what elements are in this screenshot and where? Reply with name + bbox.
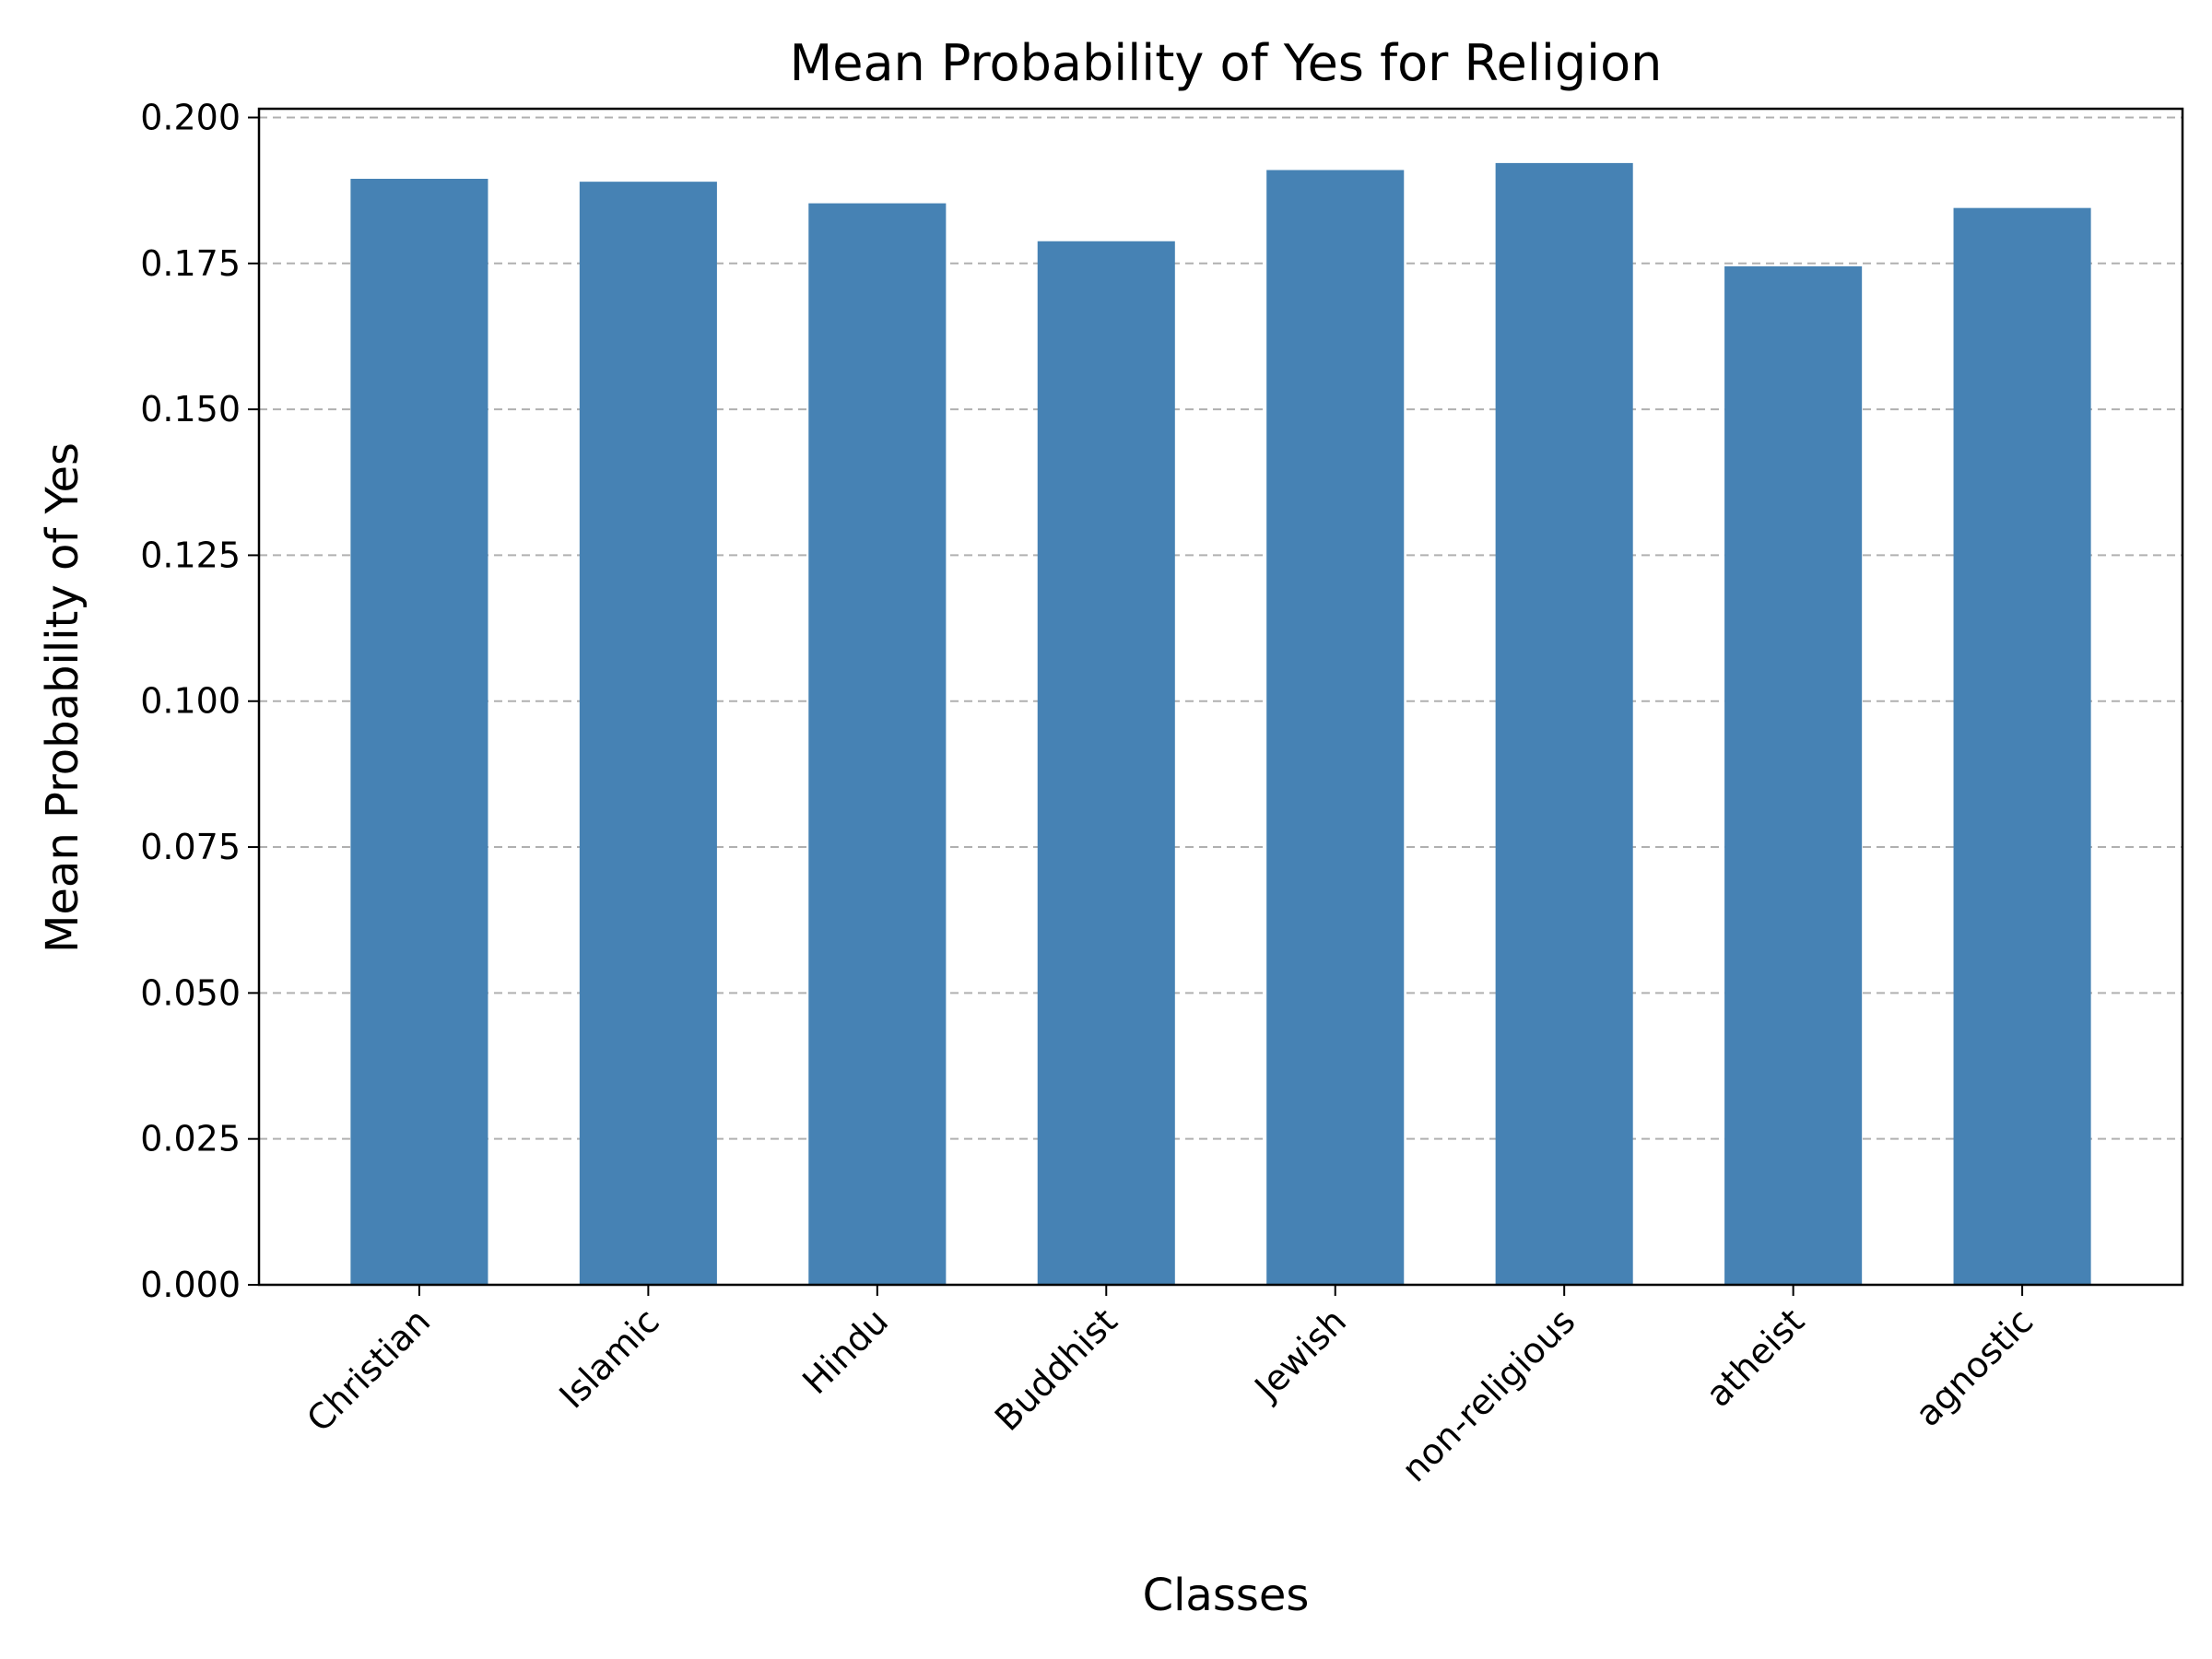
y-tick-label: 0.100	[140, 681, 241, 722]
y-tick-label: 0.050	[140, 972, 241, 1013]
y-tick-label: 0.025	[140, 1119, 241, 1159]
y-tick-label: 0.075	[140, 827, 241, 867]
axes	[257, 107, 2184, 1287]
y-tick-label: 0.000	[140, 1265, 241, 1305]
y-tick-label: 0.175	[140, 243, 241, 284]
bars	[350, 162, 2091, 1286]
chart-title: Mean Probability of Yes for Religion	[790, 34, 1663, 92]
y-tick-label: 0.125	[140, 535, 241, 575]
bar-atheist	[1724, 265, 1863, 1285]
bar-islamic	[579, 182, 717, 1285]
y-axis-label: Mean Probability of Yes	[37, 442, 88, 953]
bar-buddhist	[1037, 241, 1175, 1285]
y-tick-label: 0.150	[140, 389, 241, 429]
bar-jewish	[1266, 170, 1405, 1285]
bar-non-religious	[1495, 162, 1633, 1285]
bar-hindu	[808, 203, 947, 1286]
plot-frame	[257, 107, 2184, 1287]
x-axis-label: Classes	[1143, 1570, 1310, 1621]
y-tick-label: 0.200	[140, 97, 241, 137]
bar-agnostic	[1953, 207, 2091, 1286]
bar-christian	[350, 178, 488, 1285]
